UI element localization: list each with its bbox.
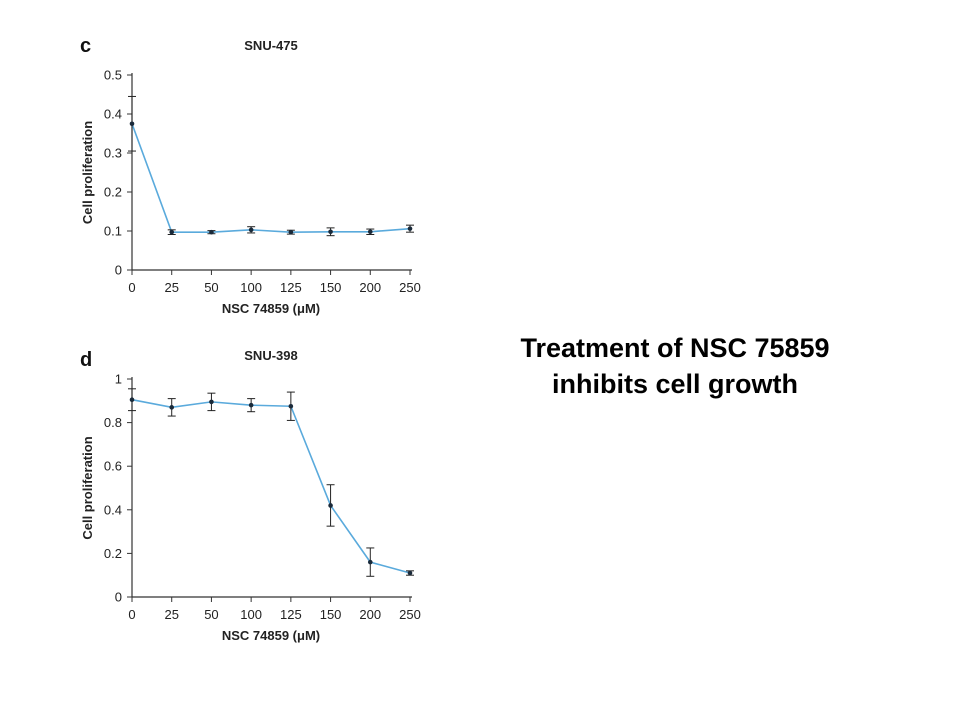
data-point	[248, 227, 254, 233]
y-tick-label: 0.2	[104, 546, 122, 561]
panel-label: d	[80, 349, 92, 371]
y-axis-label: Cell proliferation	[80, 436, 95, 539]
caption-line-2: inhibits cell growth	[551, 369, 798, 399]
x-tick-label: 200	[359, 607, 381, 622]
panel-label: c	[80, 35, 91, 57]
x-tick-label: 50	[204, 607, 218, 622]
y-tick-label: 0	[115, 590, 122, 605]
x-tick-label: 0	[128, 280, 135, 295]
data-point	[328, 229, 333, 235]
data-point	[328, 503, 333, 508]
x-tick-label: 25	[164, 280, 178, 295]
y-tick-label: 0.6	[104, 459, 122, 474]
y-tick-label: 1	[115, 372, 122, 387]
chart-title: SNU-398	[244, 348, 297, 363]
x-tick-label: 125	[280, 280, 302, 295]
data-point	[407, 570, 413, 576]
series-line	[131, 123, 411, 233]
data-point	[248, 402, 254, 408]
data-point	[169, 229, 175, 235]
series-line	[131, 398, 411, 574]
y-tick-label: 0.8	[104, 415, 122, 430]
x-tick-label: 50	[204, 280, 218, 295]
data-point	[209, 399, 214, 405]
y-axis-label: Cell proliferation	[80, 121, 95, 224]
x-tick-label: 250	[399, 280, 421, 295]
data-point	[288, 403, 294, 409]
y-tick-label: 0.2	[104, 185, 122, 200]
data-point	[407, 226, 413, 231]
y-tick-label: 0.4	[104, 107, 122, 122]
x-tick-label: 25	[164, 607, 178, 622]
data-point	[209, 229, 214, 235]
y-tick-label: 0.1	[104, 224, 122, 239]
data-point	[129, 397, 135, 403]
data-point	[169, 405, 175, 410]
chart-title: SNU-475	[244, 38, 297, 53]
x-tick-label: 250	[399, 607, 421, 622]
data-point	[367, 559, 373, 565]
x-tick-label: 100	[240, 607, 262, 622]
caption-line-1: Treatment of NSC 75859	[520, 333, 830, 363]
data-point	[129, 121, 135, 127]
y-tick-label: 0	[115, 263, 122, 278]
x-tick-label: 200	[359, 280, 381, 295]
data-point	[288, 229, 294, 235]
y-tick-label: 0.3	[104, 146, 122, 161]
x-tick-label: 150	[320, 607, 342, 622]
x-tick-label: 150	[320, 280, 342, 295]
x-tick-label: 125	[280, 607, 302, 622]
x-tick-label: 0	[128, 607, 135, 622]
slide-caption: Treatment of NSC 75859 inhibits cell gro…	[490, 330, 860, 402]
x-tick-label: 100	[240, 280, 262, 295]
x-axis-label: NSC 74859 (μM)	[222, 628, 320, 643]
y-tick-label: 0.4	[104, 502, 122, 517]
y-tick-label: 0.5	[104, 68, 122, 83]
data-point	[367, 229, 373, 235]
x-axis-label: NSC 74859 (μM)	[222, 301, 320, 316]
